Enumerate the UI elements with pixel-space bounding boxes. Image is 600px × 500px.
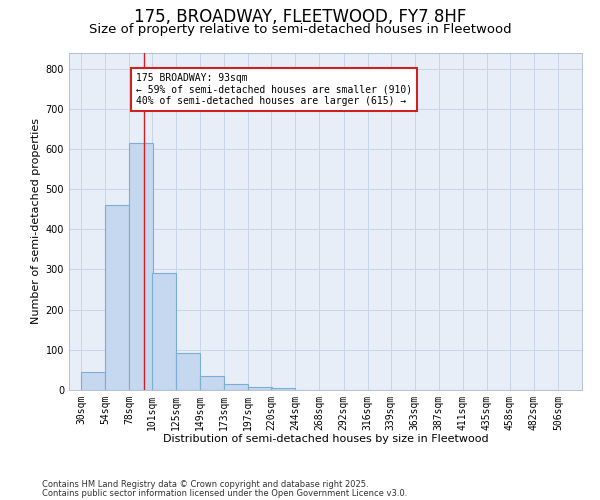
Text: Contains HM Land Registry data © Crown copyright and database right 2025.: Contains HM Land Registry data © Crown c… [42,480,368,489]
Bar [248,387,272,390]
Text: 175, BROADWAY, FLEETWOOD, FY7 8HF: 175, BROADWAY, FLEETWOOD, FY7 8HF [134,8,466,26]
Bar [152,274,176,390]
Bar [129,143,153,390]
X-axis label: Distribution of semi-detached houses by size in Fleetwood: Distribution of semi-detached houses by … [163,434,488,444]
Text: Size of property relative to semi-detached houses in Fleetwood: Size of property relative to semi-detach… [89,22,511,36]
Text: Contains public sector information licensed under the Open Government Licence v3: Contains public sector information licen… [42,489,407,498]
Bar [200,376,224,390]
Bar [271,388,295,390]
Bar [224,384,248,390]
Bar [81,372,105,390]
Bar [176,353,200,390]
Y-axis label: Number of semi-detached properties: Number of semi-detached properties [31,118,41,324]
Bar [105,205,129,390]
Text: 175 BROADWAY: 93sqm
← 59% of semi-detached houses are smaller (910)
40% of semi-: 175 BROADWAY: 93sqm ← 59% of semi-detach… [136,72,412,106]
